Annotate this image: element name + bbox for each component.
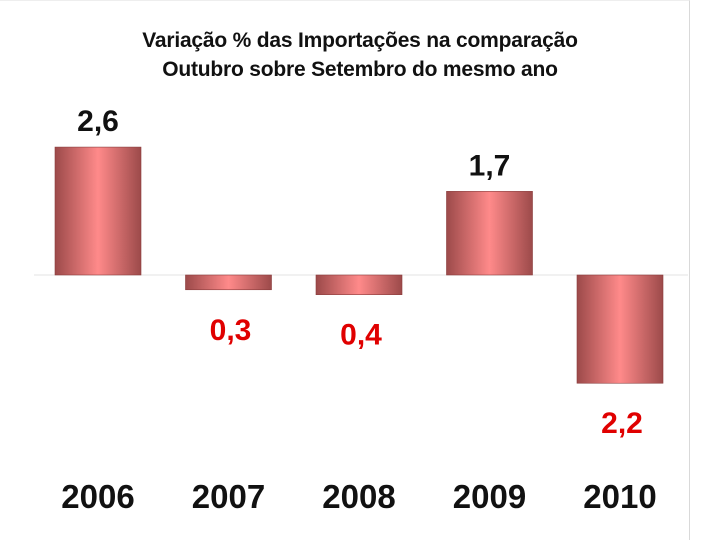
chart-titles: Variação % das Importações na comparação… bbox=[0, 26, 720, 84]
chart-title: Variação % das Importações na comparação bbox=[142, 29, 578, 52]
x-tick-label-2007: 2007 bbox=[192, 478, 265, 515]
bar-2006 bbox=[54, 146, 142, 276]
data-label-2009: 1,7 bbox=[469, 149, 511, 182]
bars-group bbox=[54, 146, 664, 384]
bar-2010 bbox=[576, 274, 664, 384]
bar-2007 bbox=[185, 274, 272, 291]
chart-subtitle: Outubro sobre Setembro do mesmo ano bbox=[162, 58, 558, 81]
x-tick-label-2009: 2009 bbox=[453, 478, 526, 515]
bar-2008 bbox=[315, 274, 403, 295]
bar-2009 bbox=[446, 191, 533, 276]
data-label-2006: 2,6 bbox=[77, 105, 119, 138]
data-label-2010: 2,2 bbox=[601, 407, 643, 440]
data-label-2008: 0,4 bbox=[340, 319, 382, 352]
x-tick-label-2010: 2010 bbox=[583, 478, 656, 515]
x-tick-label-2006: 2006 bbox=[61, 478, 134, 515]
chart-frame bbox=[0, 0, 690, 540]
x-tick-label-2008: 2008 bbox=[322, 478, 395, 515]
data-labels-group: 2,6 0,3 0,4 1,7 2,2 bbox=[77, 105, 643, 440]
x-tick-labels-group: 2006 2007 2008 2009 2010 bbox=[61, 478, 656, 515]
data-label-2007: 0,3 bbox=[210, 314, 252, 347]
